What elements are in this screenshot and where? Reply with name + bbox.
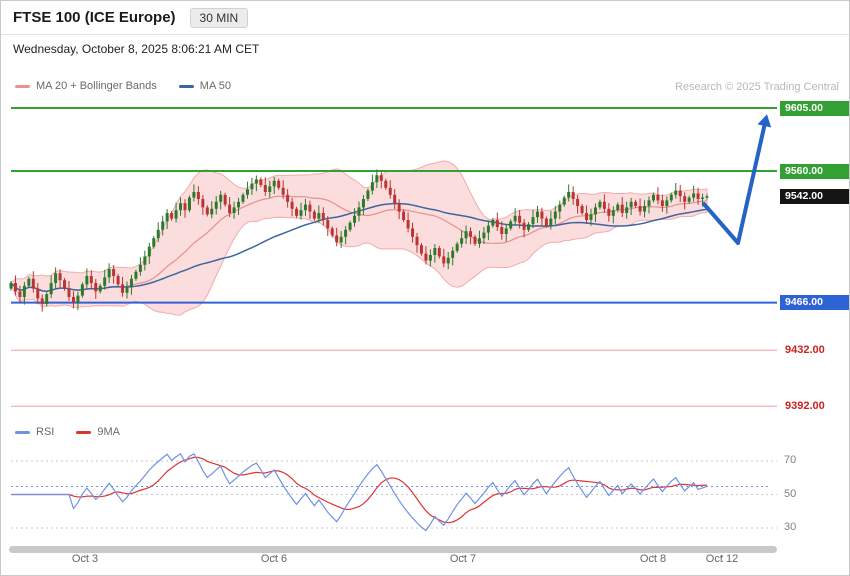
x-axis-label-oct12: Oct 12	[705, 553, 739, 565]
price-level-label-9560: 9560.00	[780, 163, 849, 179]
main-legend: MA 20 + Bollinger Bands MA 50	[15, 80, 231, 92]
rsi-label: RSI	[36, 426, 55, 438]
rsi-legend: RSI 9MA	[15, 426, 120, 438]
ma20-bollinger-label: MA 20 + Bollinger Bands	[36, 80, 157, 92]
chart-header: FTSE 100 (ICE Europe) 30 MIN	[1, 1, 849, 35]
rsi-axis-label-30: 30	[784, 521, 797, 533]
research-credit: Research © 2025 Trading Central	[674, 81, 839, 93]
rsi-swatch-icon	[15, 430, 30, 434]
timeframe-badge: 30 MIN	[189, 7, 249, 28]
x-axis-label-oct8: Oct 8	[639, 553, 667, 565]
x-axis-label-oct7: Oct 7	[449, 553, 477, 565]
x-axis-label-oct6: Oct 6	[260, 553, 288, 565]
legend-item-ma20-bollinger: MA 20 + Bollinger Bands	[15, 80, 157, 92]
legend-item-ma50: MA 50	[178, 80, 231, 92]
last-price-label-9542: 9542.00	[780, 188, 849, 204]
rsi-9ma-label: 9MA	[97, 426, 120, 438]
ma50-label: MA 50	[199, 80, 231, 92]
rsi-axis-label-50: 50	[784, 487, 797, 500]
legend-item-rsi: RSI	[15, 426, 54, 438]
x-axis-label-oct3: Oct 3	[71, 553, 99, 565]
chart-scrollbar[interactable]	[9, 546, 777, 553]
price-level-label-9466: 9466.00	[780, 295, 849, 311]
rsi-axis-label-70: 70	[784, 454, 797, 466]
price-level-label-9432: 9432.00	[785, 343, 825, 356]
chart-datetime: Wednesday, October 8, 2025 8:06:21 AM CE…	[13, 42, 260, 56]
rsi-9ma-swatch-icon	[76, 430, 92, 434]
price-level-label-9392: 9392.00	[785, 399, 825, 412]
instrument-title: FTSE 100 (ICE Europe)	[13, 9, 176, 26]
ma20-bollinger-swatch-icon	[15, 84, 30, 88]
legend-item-rsi-9ma: 9MA	[76, 426, 120, 438]
ma50-swatch-icon	[178, 84, 194, 88]
price-level-label-9605: 9605.00	[780, 100, 849, 116]
